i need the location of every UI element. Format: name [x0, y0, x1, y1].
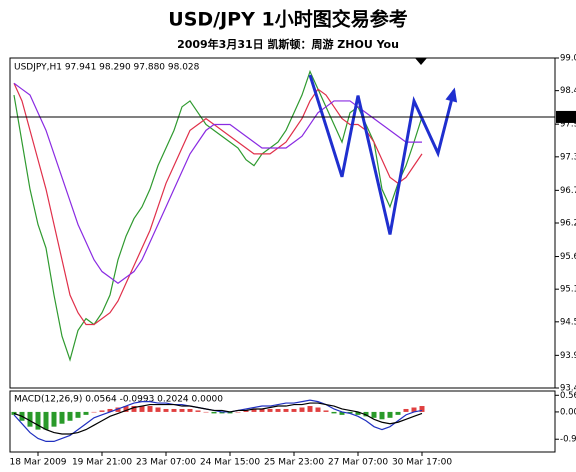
- histogram-bar: [219, 411, 225, 414]
- series-line: [13, 399, 423, 442]
- histogram-bar: [203, 411, 209, 413]
- histogram-bar: [323, 410, 329, 412]
- x-tick-label: 19 Mar 21:00: [72, 458, 132, 468]
- histogram-bar: [91, 411, 97, 413]
- histogram-bar: [59, 411, 65, 424]
- price-label: USDJPY,H1 97.941 98.290 97.880 98.028: [14, 63, 200, 73]
- y-tick-label: 97.905: [560, 120, 576, 130]
- macd-panel: [9, 390, 556, 453]
- x-tick-label: 23 Mar 07:00: [136, 458, 196, 468]
- chart-subtitle: 2009年3月31日 凯斯顿：周游 ZHOU You: [177, 37, 399, 51]
- histogram-bar: [355, 411, 361, 415]
- y-tick-label: 94.545: [560, 317, 576, 327]
- histogram-bar: [27, 411, 33, 427]
- histogram-bar: [107, 408, 113, 412]
- chart-title: USD/JPY 1小时图交易参考: [168, 8, 407, 31]
- histogram-bar: [179, 408, 185, 412]
- histogram-bar: [339, 411, 345, 415]
- y-tick-label: 98.475: [560, 86, 576, 96]
- histogram-bar: [379, 411, 385, 420]
- histogram-bar: [291, 408, 297, 412]
- histogram-bar: [51, 411, 57, 427]
- y-tick-label: 95.655: [560, 252, 576, 262]
- histogram-bar: [123, 406, 129, 412]
- histogram-bar: [75, 411, 81, 418]
- histogram-bar: [83, 411, 89, 415]
- histogram-bar: [283, 408, 289, 412]
- histogram-bar: [131, 406, 137, 412]
- arrow-head: [445, 87, 458, 103]
- series-line: [13, 83, 423, 326]
- y-tick-label: -0.9265: [560, 435, 576, 445]
- current-price-label: 98.028: [557, 112, 576, 121]
- y-tick-label: 99.030: [560, 54, 576, 64]
- x-tick-label: 25 Mar 23:00: [264, 458, 324, 468]
- histogram-bar: [267, 408, 273, 412]
- histogram-bar: [235, 411, 241, 413]
- current-price-box: [556, 110, 576, 123]
- histogram-bar: [171, 408, 177, 412]
- histogram-bar: [307, 406, 313, 412]
- y-tick-label: 95.100: [560, 285, 576, 295]
- histogram-bar: [363, 411, 369, 417]
- series-line: [13, 82, 422, 285]
- y-tick-label: 93.975: [560, 351, 576, 361]
- series-line: [13, 402, 423, 435]
- histogram-bar: [43, 411, 49, 430]
- histogram-bar: [99, 410, 105, 412]
- histogram-bar: [259, 408, 265, 412]
- histogram-bar: [187, 408, 193, 412]
- histogram-bar: [411, 407, 417, 412]
- histogram-bar: [299, 407, 305, 412]
- histogram-bar: [139, 406, 145, 412]
- y-tick-label: 96.780: [560, 186, 576, 196]
- histogram-bar: [163, 408, 169, 412]
- histogram-bar: [403, 408, 409, 412]
- macd-label: MACD(12,26,9) 0.0564 -0.0993 0.2024 0.00…: [14, 395, 223, 405]
- histogram-bar: [227, 411, 233, 414]
- histogram-bar: [371, 411, 377, 418]
- histogram-bar: [35, 411, 41, 430]
- histogram-bar: [275, 408, 281, 412]
- histogram-bar: [243, 410, 249, 412]
- x-tick-label: 30 Mar 17:00: [392, 458, 452, 468]
- y-tick-label: 97.350: [560, 152, 576, 162]
- histogram-bar: [395, 411, 401, 415]
- histogram-bar: [155, 407, 161, 412]
- histogram-bar: [211, 411, 217, 414]
- histogram-bar: [115, 407, 121, 412]
- y-tick-label: 0.00: [560, 407, 576, 417]
- y-tick-label: 93.420: [560, 384, 576, 394]
- histogram-bar: [67, 411, 73, 421]
- x-tick-label: 18 Mar 2009: [9, 458, 66, 468]
- histogram-bar: [251, 408, 257, 412]
- histogram-bar: [331, 411, 337, 414]
- histogram-bar: [315, 407, 321, 412]
- y-tick-label: 96.225: [560, 219, 576, 229]
- x-tick-label: 27 Mar 07:00: [328, 458, 388, 468]
- period-marker: [415, 58, 427, 65]
- histogram-bar: [195, 410, 201, 412]
- histogram-bar: [147, 406, 153, 412]
- histogram-bar: [419, 406, 425, 412]
- x-tick-label: 24 Mar 15:00: [200, 458, 260, 468]
- histogram-bar: [387, 411, 393, 418]
- y-tick-label: 0.5645: [560, 391, 576, 401]
- histogram-bar: [347, 411, 353, 414]
- forecast-path: [308, 74, 456, 235]
- histogram-bar: [11, 411, 17, 415]
